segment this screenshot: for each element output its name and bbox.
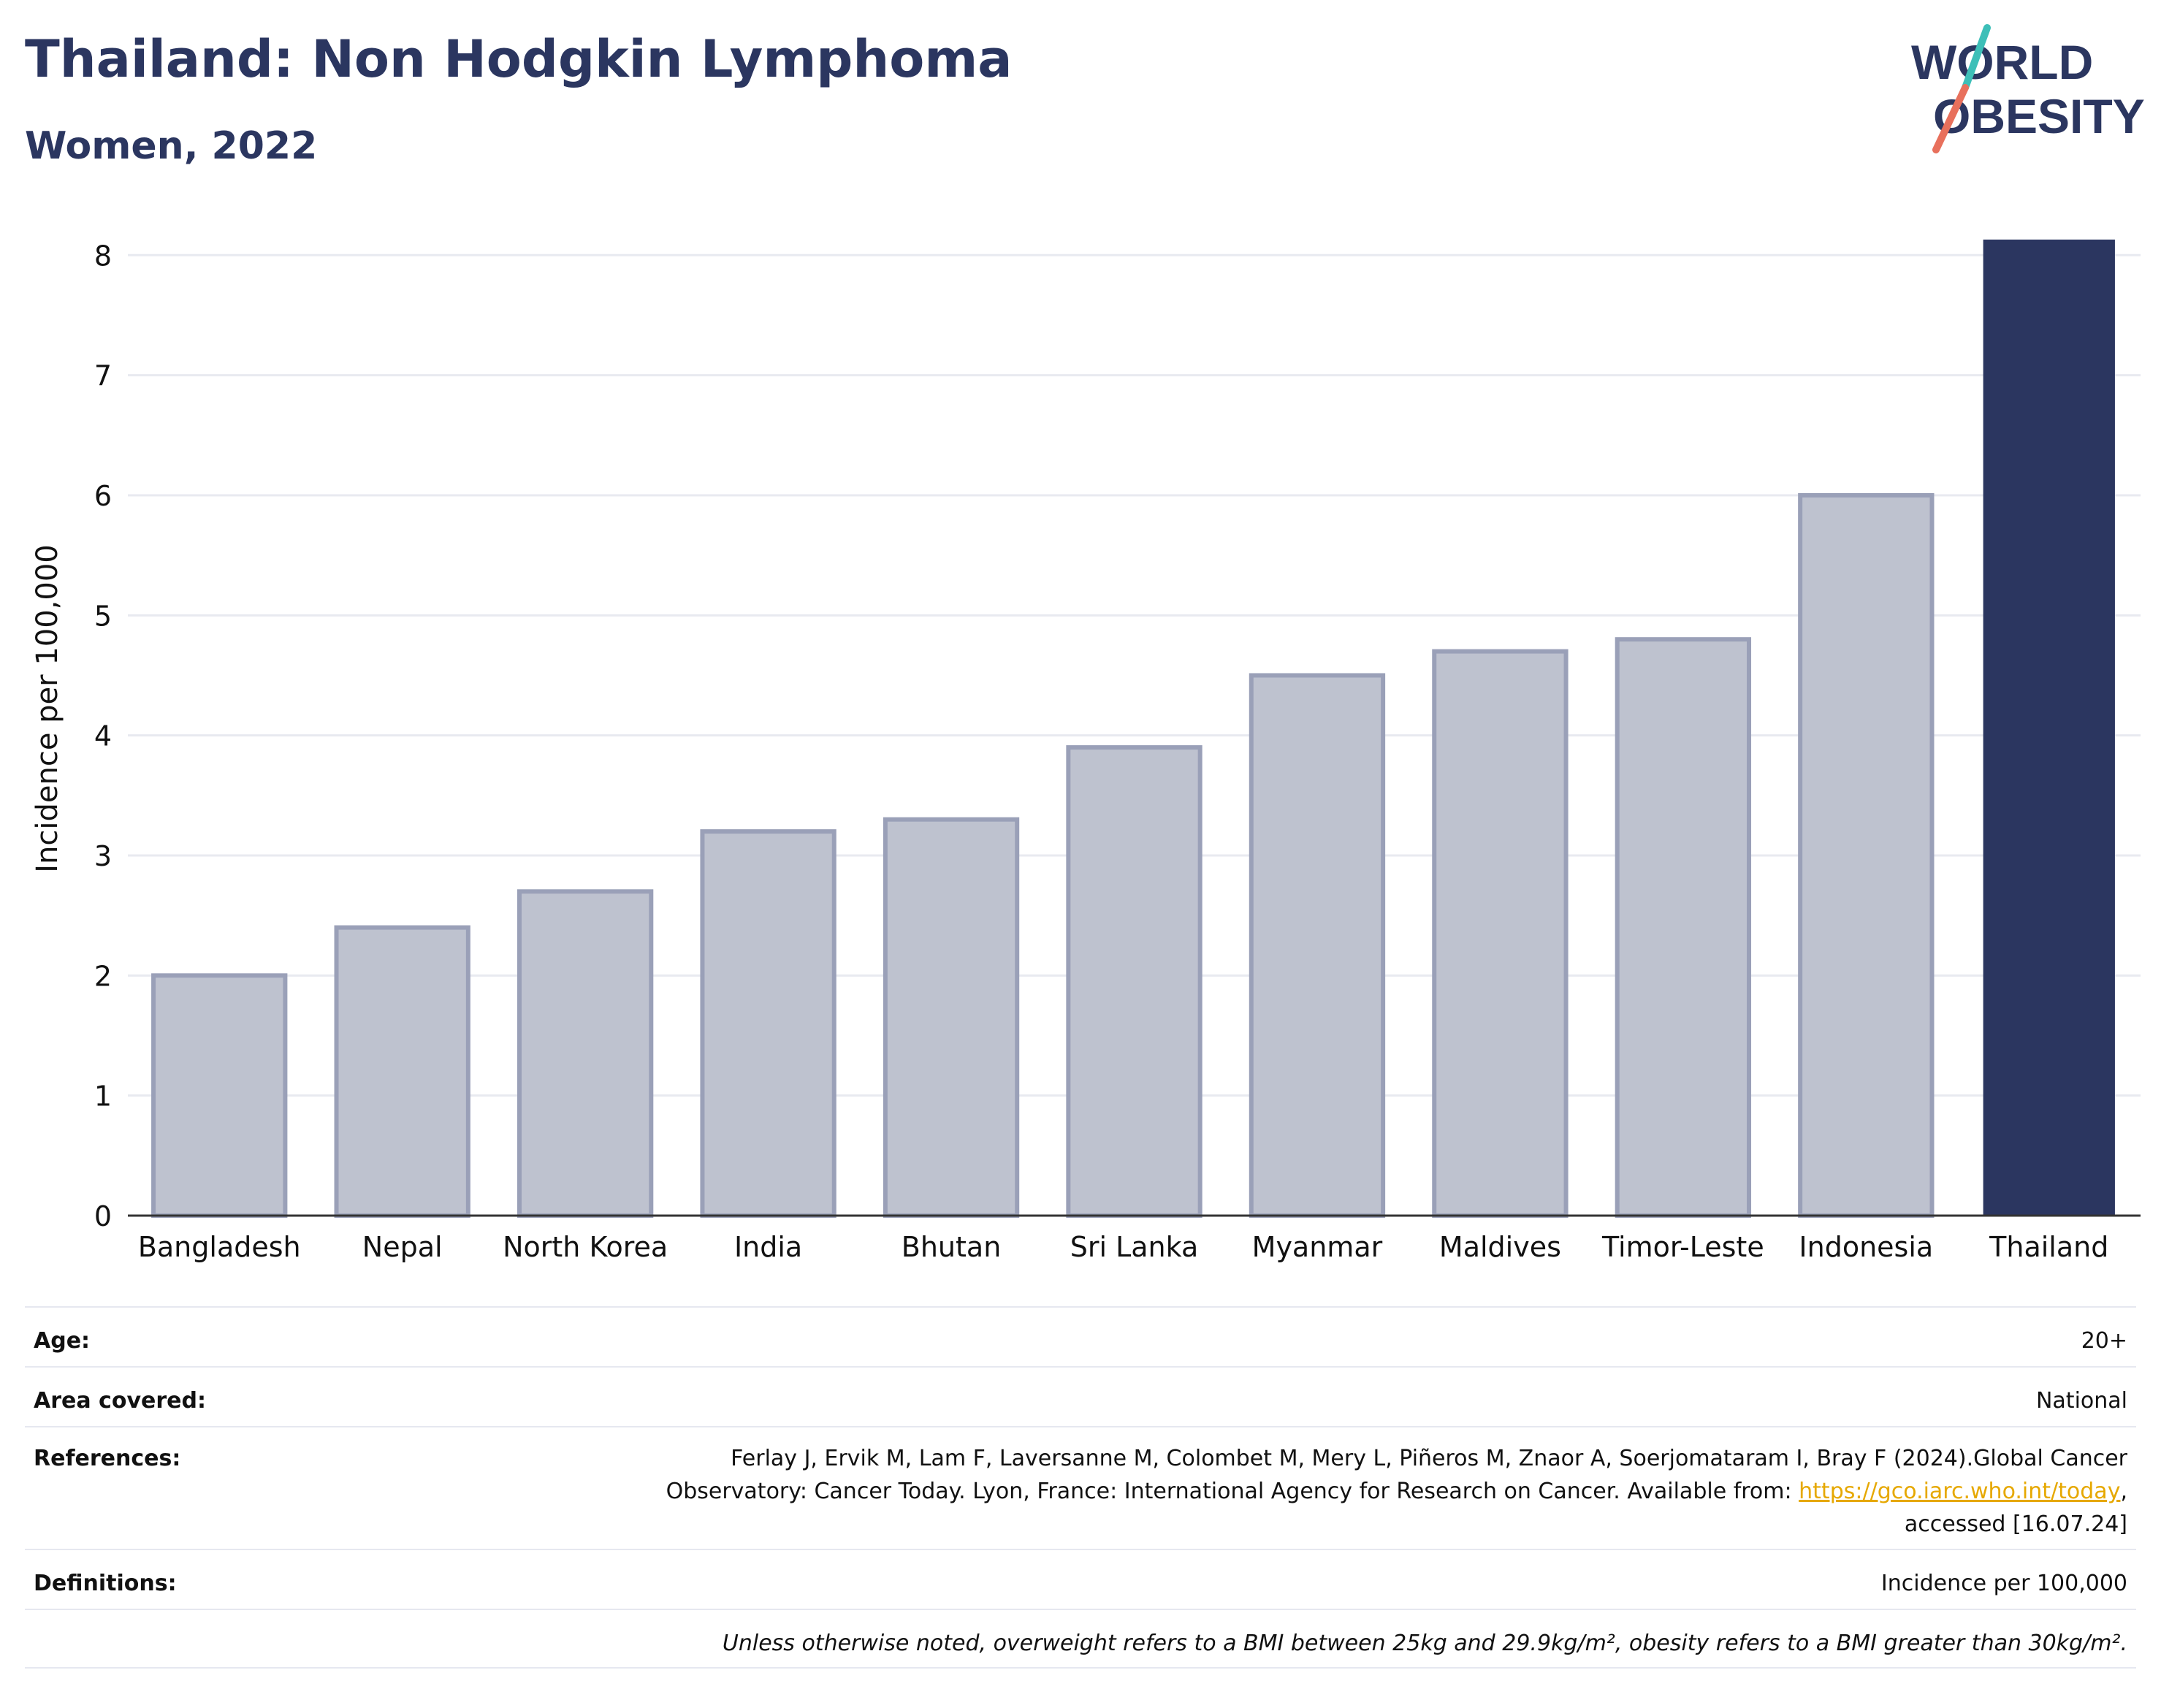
- references-link[interactable]: https://gco.iarc.who.int/today: [1799, 1479, 2121, 1504]
- info-table: Age: 20+ Area covered: National Referenc…: [25, 1306, 2136, 1669]
- definitions-label: Definitions:: [34, 1571, 177, 1596]
- x-tick-label: Thailand: [1989, 1231, 2108, 1263]
- logo-slash-red: [1932, 84, 1969, 153]
- bar-nepal: [334, 925, 470, 1218]
- axes: 0 1 2 3 4 5 6 7 8 Bangladesh Nepal North Korea India…: [94, 240, 2141, 1263]
- logo-slash-teal: [1962, 24, 1991, 91]
- references-value: Ferlay J, Ervik M, Lam F, Laversanne M, …: [666, 1442, 2127, 1541]
- references-line2: Observatory: Cancer Today. Lyon, France:…: [666, 1479, 1799, 1504]
- x-tick-label: Indonesia: [1799, 1231, 1933, 1263]
- y-tick-label: 8: [94, 240, 112, 272]
- bar-maldives: [1432, 649, 1569, 1218]
- bars: [151, 239, 2115, 1219]
- y-tick-label: 3: [94, 840, 112, 872]
- references-line1: Ferlay J, Ervik M, Lam F, Laversanne M, …: [731, 1446, 2127, 1471]
- y-tick-label: 4: [94, 720, 112, 752]
- bar-timor-leste: [1615, 637, 1752, 1218]
- info-row-references: References: Ferlay J, Ervik M, Lam F, La…: [25, 1426, 2136, 1549]
- bmi-note: Unless otherwise noted, overweight refer…: [722, 1631, 2127, 1656]
- y-tick-label: 1: [94, 1080, 112, 1113]
- bar-north-korea: [517, 889, 654, 1219]
- age-value: 20+: [2081, 1328, 2127, 1354]
- page-subtitle: Women, 2022: [25, 124, 318, 168]
- info-row-definitions: Definitions: Incidence per 100,000: [25, 1549, 2136, 1609]
- x-tick-label: Sri Lanka: [1070, 1231, 1199, 1263]
- bar-bhutan: [883, 817, 1020, 1218]
- x-tick-label: Nepal: [362, 1231, 443, 1263]
- references-line2-end: ,: [2120, 1479, 2127, 1504]
- y-tick-label: 5: [94, 600, 112, 632]
- x-tick-label: Bangladesh: [138, 1231, 301, 1263]
- x-tick-label: North Korea: [503, 1231, 668, 1263]
- bar-myanmar: [1249, 673, 1386, 1218]
- x-tick-label: Maldives: [1439, 1231, 1561, 1263]
- references-line3: accessed [16.07.24]: [1904, 1511, 2127, 1537]
- y-axis-label: Incidence per 100,000: [31, 544, 64, 873]
- bar-chart: 0 1 2 3 4 5 6 7 8 Bangladesh Nepal North Korea India…: [31, 239, 2141, 1263]
- x-tick-label: Bhutan: [902, 1231, 1002, 1263]
- definitions-value: Incidence per 100,000: [1880, 1571, 2127, 1596]
- y-tick-label: 2: [94, 960, 112, 992]
- info-row-area: Area covered: National: [25, 1366, 2136, 1426]
- info-row-age: Age: 20+: [25, 1306, 2136, 1366]
- x-tick-label: Myanmar: [1252, 1231, 1383, 1263]
- y-tick-label: 6: [94, 480, 112, 512]
- x-tick-label: Timor-Leste: [1601, 1231, 1764, 1263]
- references-label: References:: [34, 1446, 181, 1471]
- logo-text-obesity: OBESITY: [1933, 89, 2145, 143]
- logo-text-world: WORLD: [1911, 35, 2093, 89]
- world-obesity-logo: WORLD OBESITY: [1911, 24, 2145, 153]
- area-value: National: [2035, 1388, 2127, 1414]
- info-row-note: Unless otherwise noted, overweight refer…: [25, 1609, 2136, 1669]
- y-tick-label: 7: [94, 360, 112, 392]
- page-title: Thailand: Non Hodgkin Lymphoma: [25, 29, 1013, 89]
- area-label: Area covered:: [34, 1388, 206, 1414]
- bar-india: [700, 829, 836, 1218]
- age-label: Age:: [34, 1328, 91, 1354]
- y-tick-label: 0: [94, 1200, 112, 1232]
- bar-sri-lanka: [1066, 745, 1203, 1218]
- bar-bangladesh: [151, 973, 288, 1219]
- bar-thailand: [1983, 239, 2115, 1216]
- bar-indonesia: [1798, 492, 1935, 1218]
- x-tick-label: India: [734, 1231, 802, 1263]
